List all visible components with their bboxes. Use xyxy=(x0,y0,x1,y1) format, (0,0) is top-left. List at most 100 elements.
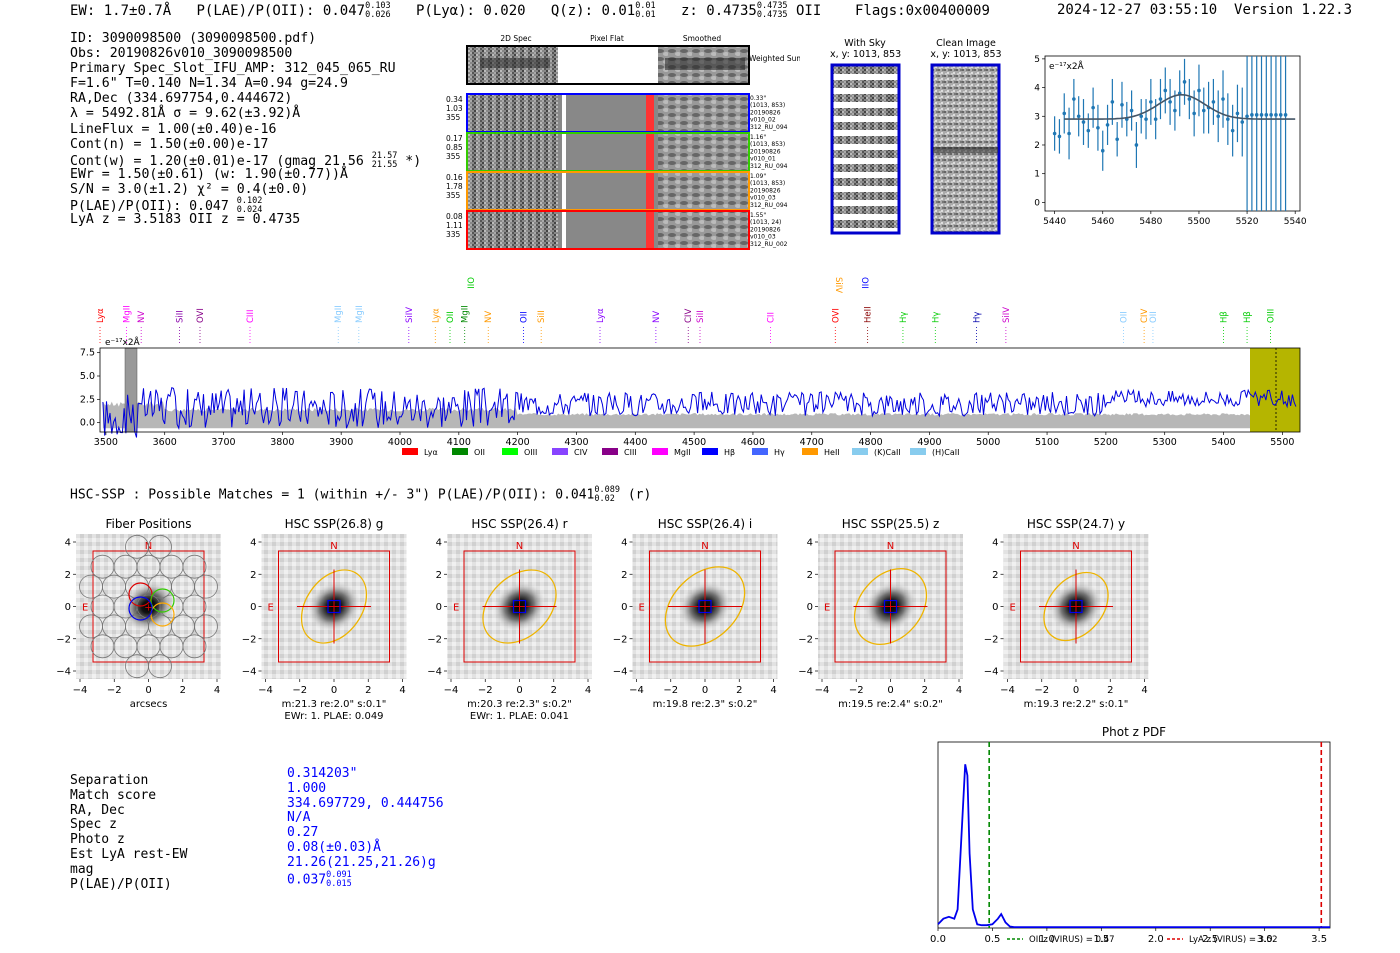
galaxy-ellipse-2 xyxy=(482,569,557,644)
line-label-21: HeII xyxy=(864,306,874,323)
line-label-26: OII xyxy=(1120,311,1130,323)
fs-xtick-label-11: 4600 xyxy=(741,437,765,448)
cutout-left-label-3-0: 0.08 xyxy=(446,212,463,221)
line-fit-yticks: 0 1 2 3 4 5 xyxy=(1034,55,1045,208)
line-label-3: SiII xyxy=(175,310,185,323)
clean-image-title: Clean Image x, y: 1013, 853 xyxy=(928,38,1004,60)
lf-point-27 xyxy=(1182,80,1187,84)
lf-point-4 xyxy=(1072,97,1076,101)
lf-ytick-label-3: 3 xyxy=(1034,112,1040,122)
lf-point-36 xyxy=(1226,117,1230,121)
fs-xtick-label-12: 4700 xyxy=(800,437,824,448)
photz-xtick-label-3: 1.5 xyxy=(1093,934,1109,945)
lf-xtick-label-4: 5520 xyxy=(1236,217,1259,227)
aperture-box-0 xyxy=(92,550,205,663)
photz-xtick-label-5: 2.5 xyxy=(1202,934,1218,945)
legend-label-7: Hγ xyxy=(774,448,785,457)
sum-label-4: Photo z xyxy=(70,832,125,848)
version: Version 1.22.3 xyxy=(1234,2,1353,18)
sum-value-6: 21.26(21.25,21.26)g xyxy=(287,854,436,870)
lf-point-44 xyxy=(1264,113,1269,117)
legend-label-4: CIII xyxy=(624,448,637,457)
sum-value-7: 0.037 0.091 0.015 xyxy=(287,869,444,889)
hsc-xtick-label-4-0: −4 xyxy=(815,685,830,696)
lf-ytick-label-4: 4 xyxy=(1034,84,1040,94)
fs-xtick-label-3: 3800 xyxy=(270,437,294,448)
hsc-title: HSC-SSP : Possible Matches = 1 (within +… xyxy=(70,486,651,504)
plae-label: P(LAE)/P(OII): xyxy=(196,3,315,19)
lf-point-1 xyxy=(1057,134,1062,139)
cutout-right-label-3-4: 312_RU_002 xyxy=(750,241,788,248)
cutout-right-label-1-0: 1.16" xyxy=(750,134,766,141)
fs-xtick-label-2: 3700 xyxy=(211,437,235,448)
line-label-23: Hγ xyxy=(931,312,941,323)
sum-value-4: 0.27 xyxy=(287,825,319,841)
cutout-right-label-0-2: 20190826 xyxy=(750,109,781,116)
fs-ytick-label-1: 2.5 xyxy=(80,394,95,405)
sum-plae-hi: 0.091 xyxy=(326,869,352,880)
fiber-circle xyxy=(194,574,218,599)
cutout-pixelflat-0 xyxy=(558,94,658,132)
cutout-smoothed-1 xyxy=(658,133,748,171)
cutout-smoothed-2 xyxy=(658,172,748,210)
lf-point-30 xyxy=(1197,88,1201,93)
fiber-circle xyxy=(182,554,207,579)
full-spectrum-legend: Lyα OII OIII CIV CIII MgII Hβ Hγ HeII (K)CaII (H)C… xyxy=(402,448,959,457)
cutout-right-label-2-3: v010_03 xyxy=(750,195,776,202)
lf-point-33 xyxy=(1211,100,1216,104)
hsc-title-hi: 0.089 xyxy=(594,485,620,495)
lf-point-23 xyxy=(1163,88,1168,93)
hsc-xtick-label-4-1: −2 xyxy=(849,685,864,696)
lf-xtick-label-0: 5440 xyxy=(1043,217,1066,227)
line-label-7: MgII xyxy=(355,305,365,323)
hsc-ytick-label-5-4: −4 xyxy=(984,667,999,678)
line-label-1: MgII xyxy=(122,305,132,323)
center-box-4 xyxy=(883,599,898,614)
z-value: 0.4735 xyxy=(706,3,757,19)
lf-xtick-label-3: 5500 xyxy=(1188,217,1211,227)
aperture-box-2 xyxy=(463,550,576,663)
line-label-29: Hβ xyxy=(1220,311,1230,323)
cutout-right-label-2-2: 20190826 xyxy=(750,187,781,194)
hsc-ytick-label-1-4: −4 xyxy=(242,667,257,678)
cutout-pixelflat-gap-1 xyxy=(562,133,566,171)
hsc-title-lo: 0.02 xyxy=(594,494,615,504)
info-fiber: F=1.6" T=0.140 N=1.34 A=0.94 g=24.9 xyxy=(70,76,348,92)
legend-label-1: OII xyxy=(474,448,485,457)
hsc-ytick-label-1-3: −2 xyxy=(242,634,257,645)
full-spectrum-yticks: 0.0 2.5 5.0 7.5 xyxy=(80,348,100,429)
hsc-xtick-label-0-4: 4 xyxy=(214,685,220,696)
lf-point-40 xyxy=(1245,114,1249,119)
fiber-circle xyxy=(182,634,207,659)
cutout-left-label-2-2: 355 xyxy=(446,191,461,200)
sum-plae-lo: 0.015 xyxy=(326,878,352,889)
line-label-25: SiIV xyxy=(1002,307,1012,323)
line-label-27: CIV xyxy=(1140,309,1150,323)
cutout-left-label-1-1: 0.85 xyxy=(446,143,463,152)
hsc-xtick-label-1-0: −4 xyxy=(258,685,273,696)
legend-swatch-5 xyxy=(652,448,668,455)
lf-point-47 xyxy=(1278,113,1283,117)
lf-point-0 xyxy=(1052,131,1057,136)
cutout-pixelflat-3 xyxy=(558,211,658,249)
lf-point-2 xyxy=(1062,111,1067,116)
lf-point-29 xyxy=(1192,111,1196,116)
plae-value: 0.047 xyxy=(322,3,366,19)
full-spectrum-xticks: 3500 3600 3700 3800 3900 4000 4100 4200 4300 4400… xyxy=(94,432,1294,448)
east-label-5: E xyxy=(1010,603,1016,614)
cutout-header-pixelflat: Pixel Flat xyxy=(590,34,624,43)
lf-point-6 xyxy=(1081,120,1086,124)
lf-point-41 xyxy=(1250,113,1254,117)
info-id: ID: 3090098500 (3090098500.pdf) xyxy=(70,31,317,46)
qz-label: Q(z): xyxy=(550,3,594,19)
cutout-pixelflat-badcol-0 xyxy=(646,94,654,132)
north-label-1: N xyxy=(330,541,337,552)
cutout-pixelflat-gap-0 xyxy=(562,94,566,132)
line-label-high-1: SiIV xyxy=(833,277,843,293)
legend-swatch-4 xyxy=(602,448,618,455)
lf-point-35 xyxy=(1221,97,1225,101)
hsc-panel-line1-2: m:20.3 re:2.3" s:0.2" xyxy=(467,699,572,710)
legend-label-3: CIV xyxy=(574,448,588,457)
cutout-right-label-0-1: (1013, 853) xyxy=(750,102,785,109)
line-label-9: Lyα xyxy=(431,308,441,323)
